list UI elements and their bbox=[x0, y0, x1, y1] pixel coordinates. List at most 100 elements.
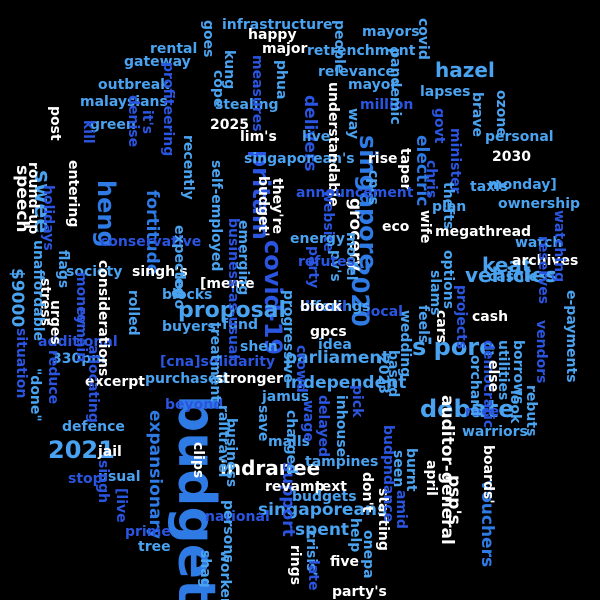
cloud-word-offerings: offerings bbox=[300, 299, 371, 315]
cloud-word-2023: 2023 bbox=[375, 355, 391, 394]
cloud-word-april: april bbox=[423, 460, 439, 496]
cloud-word-singaporean-s: singaporean's bbox=[244, 151, 355, 167]
cloud-word-onepa: onepa bbox=[360, 530, 376, 579]
cloud-word-happy: happy bbox=[248, 27, 297, 43]
cloud-word-usual: usual bbox=[98, 469, 141, 485]
cloud-word-cna-solidarity: [cna]solidarity bbox=[160, 354, 276, 370]
cloud-word-treatment: treatment bbox=[207, 322, 223, 402]
cloud-word-blocks: blocks bbox=[162, 287, 213, 303]
cloud-word-rental: rental bbox=[150, 41, 198, 57]
cloud-word-text: text bbox=[315, 479, 347, 495]
cloud-word-pick: pick bbox=[349, 385, 365, 418]
cloud-word-taxis: taxis bbox=[470, 179, 509, 195]
cloud-word-inhouse: inhouse bbox=[333, 395, 349, 458]
cloud-word-malls: malls bbox=[268, 434, 310, 450]
cloud-word-indranee: indranee bbox=[220, 456, 321, 480]
cloud-word-watch: watch bbox=[515, 235, 563, 251]
cloud-word-kill: kill bbox=[80, 120, 96, 144]
cloud-word-people: people bbox=[331, 20, 347, 74]
cloud-word-crowd: crowd bbox=[293, 345, 309, 393]
cloud-word-unaffordable: unaffordable bbox=[30, 240, 46, 342]
cloud-word-2021: 2021 bbox=[48, 436, 115, 464]
cloud-word-phua: phua bbox=[273, 60, 289, 100]
cloud-word-amid: amid bbox=[393, 490, 409, 529]
cloud-word-rebuts: rebuts bbox=[523, 385, 539, 437]
cloud-word-rolled: rolled bbox=[125, 290, 141, 336]
cloud-word-lim-s: lim's bbox=[240, 129, 277, 145]
cloud-word-ownership: ownership bbox=[498, 196, 581, 212]
cloud-word-budgets: budgets bbox=[292, 489, 357, 505]
cloud-word-borrows: borrows bbox=[510, 340, 526, 405]
cloud-word-monday: monday] bbox=[488, 177, 557, 193]
cloud-word-reduce: reduce bbox=[45, 350, 61, 405]
cloud-word-entering: entering bbox=[65, 160, 81, 228]
cloud-word-s-pore: s'pore bbox=[412, 333, 496, 361]
cloud-word-cope: cope bbox=[210, 70, 226, 108]
cloud-word-local: local bbox=[366, 304, 403, 320]
cloud-word-stop: stop bbox=[68, 471, 103, 487]
cloud-word-diesel: diesel bbox=[300, 299, 347, 315]
cloud-word-refutes: refutes bbox=[298, 254, 355, 270]
cloud-word-five: five bbox=[330, 554, 359, 570]
cloud-word-megathread: megathread bbox=[435, 224, 532, 240]
cloud-word-revamp: revamp bbox=[265, 479, 325, 495]
cloud-word-major: major bbox=[262, 41, 308, 57]
cloud-word-personal: personal bbox=[485, 129, 554, 145]
cloud-word-warriors: warriors bbox=[462, 424, 528, 440]
cloud-word-reserves: reserves bbox=[535, 236, 551, 305]
cloud-word-situation: situation bbox=[13, 328, 29, 399]
cloud-word-announcement: announcement bbox=[296, 185, 414, 201]
cloud-word-business: business bbox=[223, 418, 239, 488]
cloud-word-stronger: stronger bbox=[215, 371, 283, 387]
cloud-word-wife: wife bbox=[417, 210, 433, 244]
cloud-word-expansionary: expansionary bbox=[145, 410, 165, 539]
cloud-word-progressive: progressive bbox=[280, 290, 296, 384]
cloud-word-fortitude: fortitude bbox=[142, 190, 162, 276]
cloud-word-debate: debate bbox=[420, 395, 515, 423]
cloud-word-chris: chris bbox=[423, 160, 439, 199]
cloud-word-profiteering: profiteering bbox=[160, 62, 176, 157]
cloud-word-mayor: mayor bbox=[348, 77, 398, 93]
cloud-word-rings: rings bbox=[287, 545, 303, 586]
cloud-word-live: live bbox=[302, 129, 331, 145]
cloud-word-eco: eco bbox=[382, 219, 410, 235]
cloud-word-flags: flags bbox=[55, 250, 71, 289]
cloud-word-retrenchment: retrenchment bbox=[307, 43, 416, 59]
cloud-word-charged: charged bbox=[283, 410, 299, 475]
cloud-word-jail: jail bbox=[98, 444, 122, 460]
cloud-word-auditor-general: auditor-general bbox=[437, 395, 457, 545]
cloud-word-gpcs: gpcs bbox=[310, 324, 347, 340]
cloud-word-outbreak: outbreak bbox=[98, 77, 170, 93]
cloud-word-round-up: round-up bbox=[25, 162, 41, 235]
cloud-word-singaporeans: singaporeans bbox=[258, 500, 388, 520]
cloud-word-covid: covid bbox=[415, 18, 431, 60]
cloud-word-infrastructure: infrastructure bbox=[222, 17, 333, 33]
cloud-word-else: else bbox=[485, 360, 501, 393]
cloud-word-archives: archives bbox=[512, 253, 579, 269]
cloud-word-clips: clips bbox=[190, 442, 206, 479]
cloud-word-wage: wage bbox=[300, 400, 316, 442]
cloud-word-singh-s: singh's bbox=[132, 264, 188, 280]
cloud-word-singh: singh bbox=[95, 460, 111, 504]
cloud-word-hazel: hazel bbox=[435, 58, 495, 82]
cloud-word-9000: $9000 bbox=[7, 268, 27, 328]
cloud-word-stealing: stealing bbox=[215, 97, 279, 113]
cloud-word-shen: shen bbox=[240, 339, 278, 355]
cloud-word-e-payments: e-payments bbox=[563, 290, 579, 383]
cloud-word-shag: shag bbox=[197, 550, 213, 588]
cloud-word-meme: [meme bbox=[200, 276, 255, 292]
cloud-word-denise: denise bbox=[125, 95, 141, 148]
cloud-word-million: million bbox=[360, 97, 414, 113]
cloud-word-additional: additional bbox=[38, 334, 118, 350]
cloud-word-watching: watching bbox=[551, 210, 567, 283]
cloud-word-prime: prime bbox=[125, 524, 171, 540]
cloud-word-party-s: party's bbox=[332, 584, 387, 600]
cloud-word-jamus: jamus bbox=[262, 389, 310, 405]
cloud-word-rise: rise bbox=[368, 151, 398, 167]
cloud-word-spent: spent bbox=[295, 520, 350, 540]
cloud-word-national: national bbox=[205, 509, 270, 525]
cloud-word-budget: budget' bbox=[255, 176, 271, 237]
cloud-word-self-employed: self-employed bbox=[208, 160, 224, 272]
cloud-word-persons: persons bbox=[220, 500, 236, 563]
cloud-word-delayed: delayed bbox=[315, 395, 331, 457]
